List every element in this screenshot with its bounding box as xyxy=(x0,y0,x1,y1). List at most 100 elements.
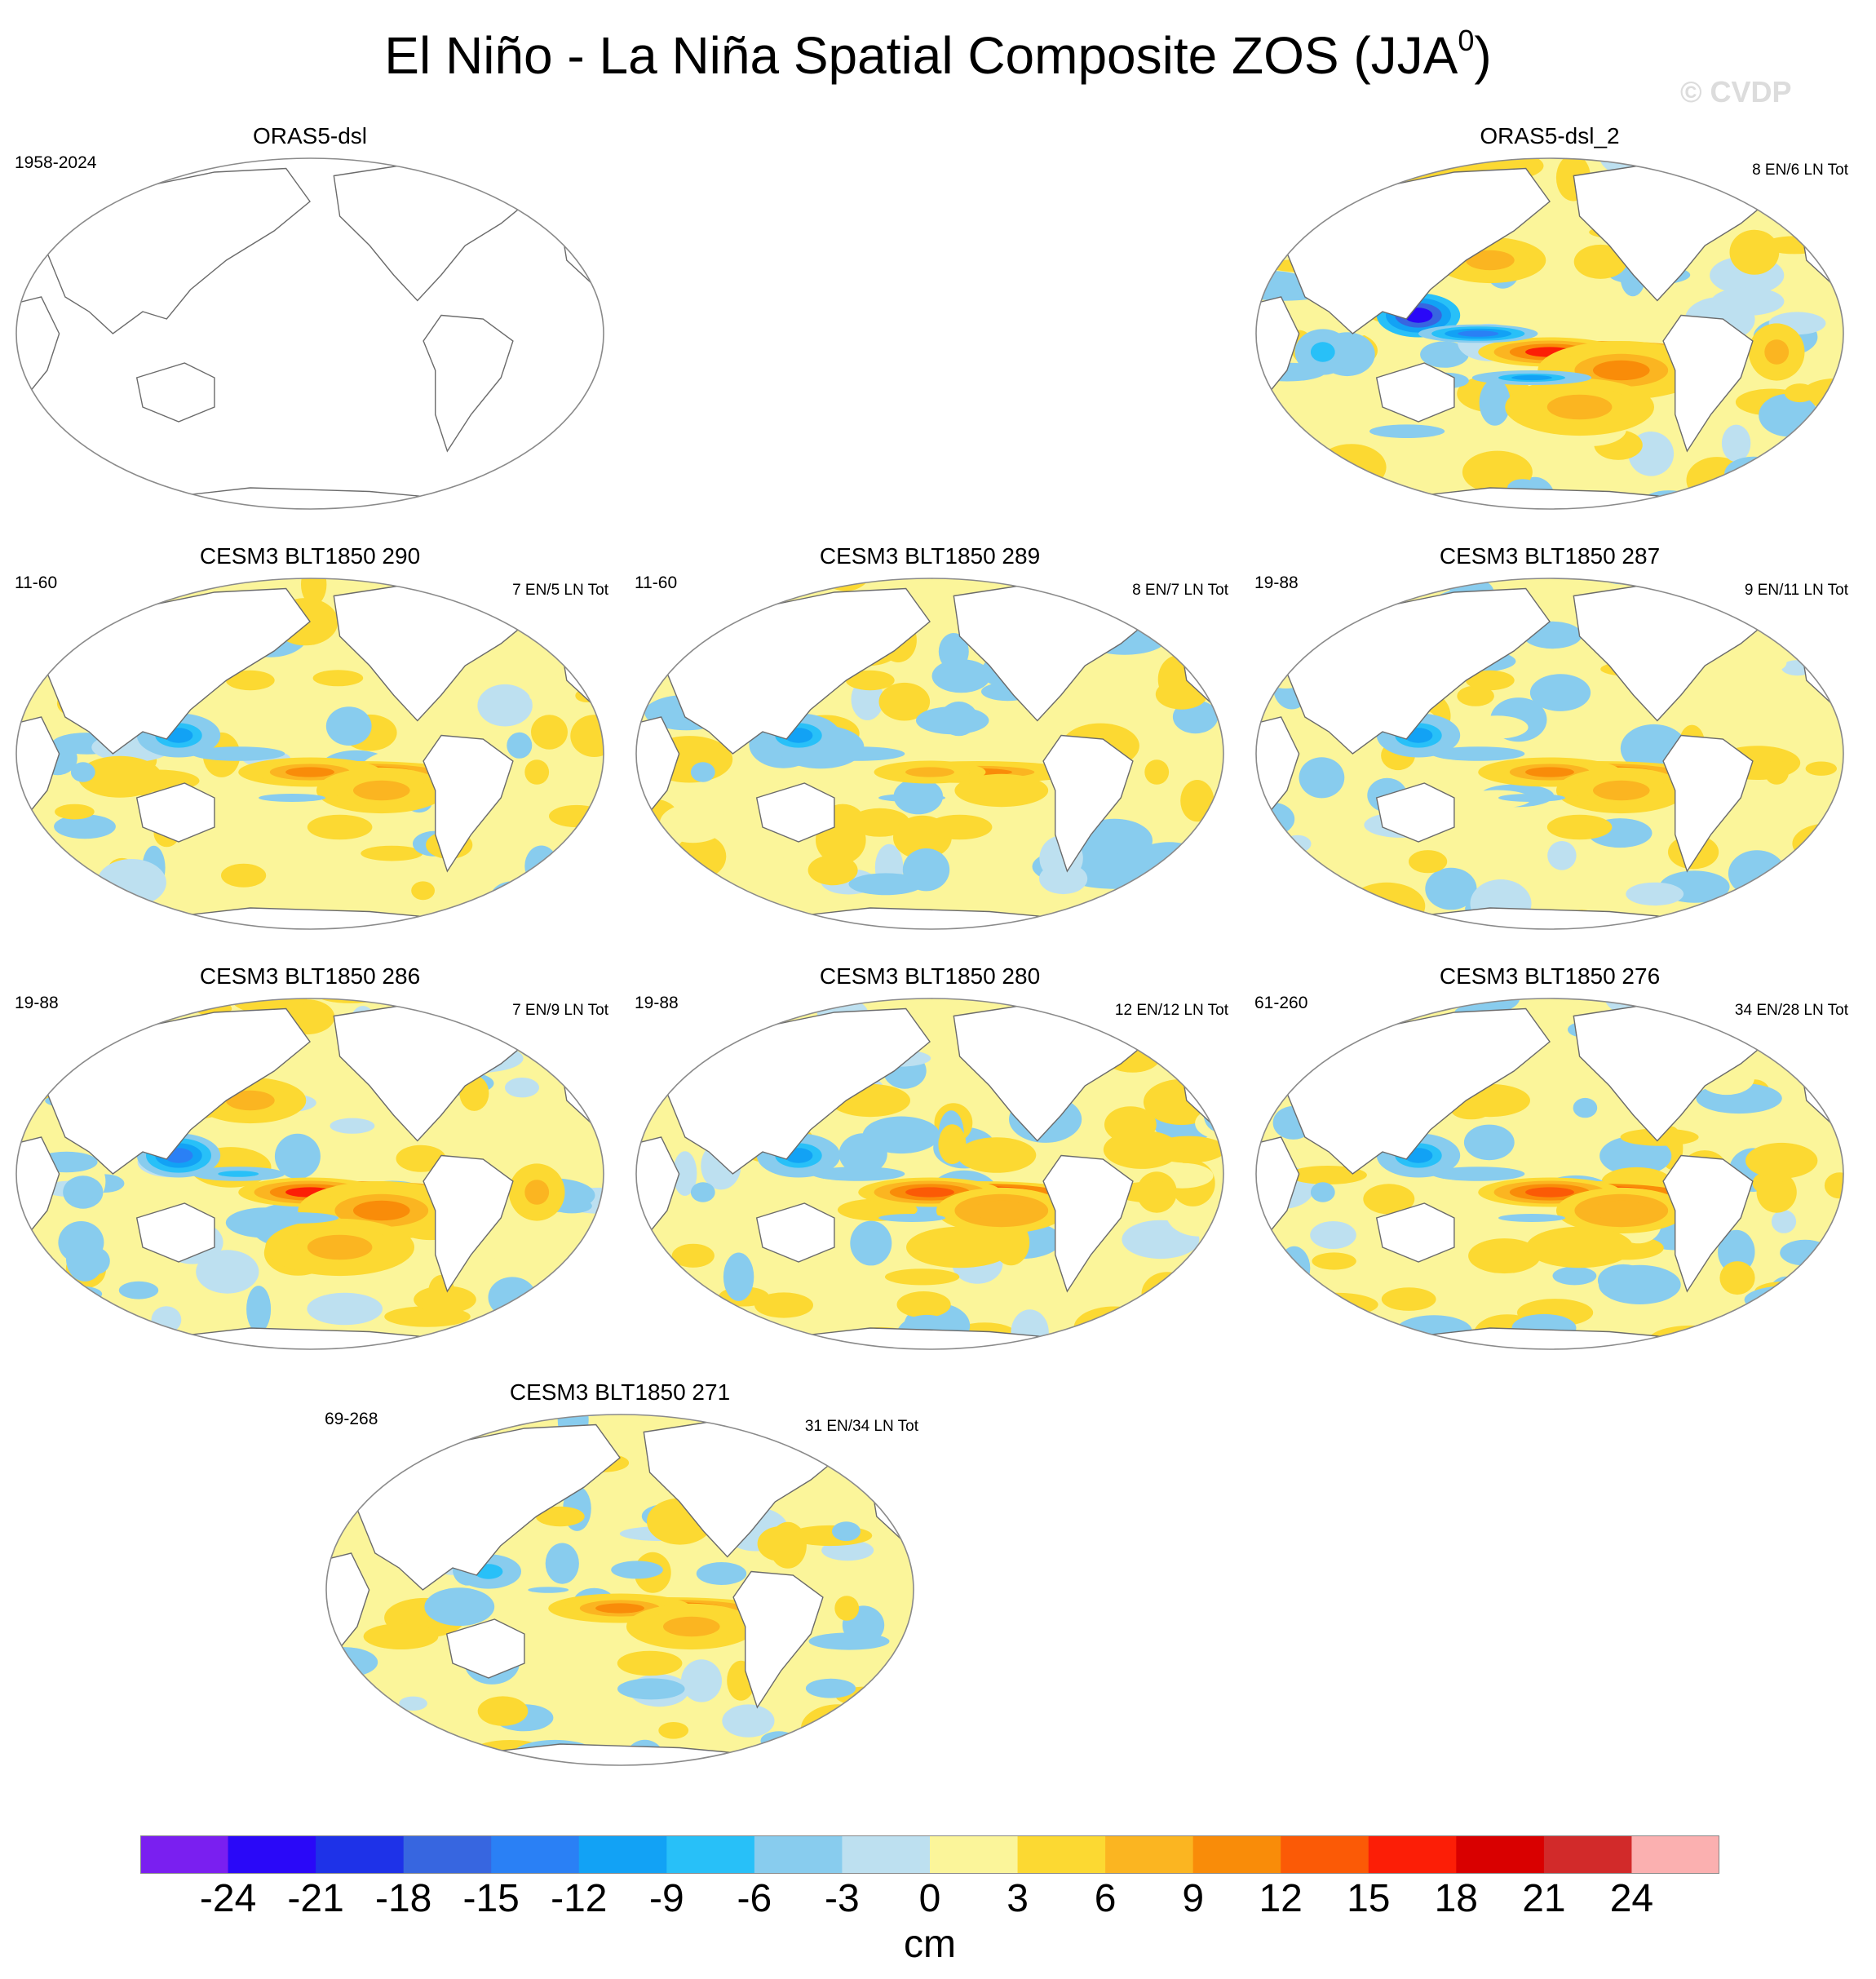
anomaly-patch xyxy=(1454,570,1528,578)
anomaly-patch xyxy=(1256,910,1295,929)
negative-anomaly xyxy=(1310,342,1335,362)
anomaly-patch xyxy=(780,851,812,885)
anomaly-patch xyxy=(957,1137,1037,1173)
anomaly-patch xyxy=(301,578,327,605)
anomaly-patch xyxy=(1180,1010,1223,1047)
anomaly-patch xyxy=(312,670,364,687)
negative-anomaly xyxy=(1511,795,1552,801)
landmass-africa xyxy=(636,716,680,814)
anomaly-patch xyxy=(1039,863,1088,895)
anomaly-patch xyxy=(1830,1248,1843,1280)
anomaly-patch xyxy=(549,804,604,828)
colorbar-tick-label: 3 xyxy=(1007,1877,1029,1920)
panel-events-label: 7 EN/9 LN Tot xyxy=(512,1002,608,1019)
map-outline xyxy=(15,157,604,510)
anomaly-patch xyxy=(246,1286,272,1333)
anomaly-patch xyxy=(1425,867,1477,910)
map-figure xyxy=(15,998,604,1350)
anomaly-patch xyxy=(1420,341,1469,368)
anomaly-patch xyxy=(1744,1286,1830,1314)
landmass-africa xyxy=(1256,716,1300,814)
anomaly-patch xyxy=(840,1722,914,1742)
anomaly-patch xyxy=(20,1291,95,1330)
positive-anomaly xyxy=(1764,1180,1790,1205)
anomaly-patch xyxy=(330,1118,375,1134)
positive-anomaly xyxy=(1764,339,1790,365)
anomaly-patch xyxy=(1369,424,1445,438)
colorbar-swatch xyxy=(842,1835,931,1873)
colorbar-swatch xyxy=(1281,1835,1369,1873)
positive-anomaly xyxy=(927,1234,993,1260)
positive-anomaly xyxy=(1593,1200,1650,1221)
anomaly-patch xyxy=(1780,1239,1830,1266)
map-outline xyxy=(1255,157,1844,510)
landmass-south-america xyxy=(423,734,514,873)
anomaly-patch xyxy=(1357,491,1388,506)
figure-title-superscript: 0 xyxy=(1458,24,1475,57)
anomaly-patch xyxy=(1552,1266,1597,1286)
anomaly-patch xyxy=(16,1057,49,1085)
map-field xyxy=(16,164,604,509)
positive-anomaly xyxy=(1144,759,1170,785)
anomaly-patch xyxy=(221,863,267,888)
anomaly-patch xyxy=(571,902,604,920)
landmass-australia xyxy=(1375,782,1455,843)
anomaly-patch xyxy=(1685,578,1758,587)
anomaly-patch xyxy=(617,1678,685,1700)
anomaly-patch xyxy=(16,903,50,929)
map-outline xyxy=(15,578,604,930)
anomaly-patch xyxy=(1457,685,1494,706)
colorbar-swatch xyxy=(1368,1835,1457,1873)
anomaly-patch xyxy=(1805,761,1837,776)
anomaly-patch xyxy=(54,814,116,839)
anomaly-patch xyxy=(151,1306,182,1334)
anomaly-patch xyxy=(477,1696,529,1726)
landmass-south-america xyxy=(423,1154,514,1293)
anomaly-patch xyxy=(513,640,583,675)
landmass-africa xyxy=(16,716,60,814)
anomaly-patch xyxy=(778,888,806,910)
anomaly-patch xyxy=(1302,1334,1349,1349)
colorbar-swatch xyxy=(754,1835,843,1873)
anomaly-patch xyxy=(1259,1304,1316,1331)
anomaly-patch xyxy=(1824,1172,1843,1199)
anomaly-patch xyxy=(1278,1246,1311,1291)
colorbar-unit-label: cm xyxy=(904,1923,956,1966)
anomaly-patch xyxy=(1464,998,1520,1013)
anomaly-patch xyxy=(1529,674,1591,711)
positive-anomaly xyxy=(905,1187,954,1198)
positive-anomaly xyxy=(1525,767,1574,777)
positive-anomaly xyxy=(535,1506,585,1527)
positive-anomaly xyxy=(353,780,410,801)
anomaly-patch xyxy=(559,1265,604,1291)
anomaly-patch xyxy=(307,1292,383,1326)
anomaly-patch xyxy=(1073,1306,1154,1349)
negative-anomaly xyxy=(892,795,932,801)
figure-title: El Niño - La Niña Spatial Composite ZOS … xyxy=(0,23,1876,88)
anomaly-patch xyxy=(938,633,969,671)
negative-anomaly xyxy=(272,795,312,801)
anomaly-patch xyxy=(247,706,272,731)
anomaly-patch xyxy=(1363,1184,1415,1215)
positive-anomaly xyxy=(845,1090,895,1111)
landmass-south-america xyxy=(1662,734,1754,873)
map-field xyxy=(16,578,604,929)
anomaly-patch xyxy=(1055,912,1103,929)
negative-anomaly xyxy=(528,1587,569,1593)
positive-anomaly xyxy=(927,814,993,840)
colorbar-tick-label: -12 xyxy=(551,1877,608,1920)
anomaly-patch xyxy=(196,1250,259,1294)
anomaly-patch xyxy=(1257,405,1345,433)
negative-anomaly xyxy=(218,750,259,757)
anomaly-patch xyxy=(760,1731,798,1751)
anomaly-patch xyxy=(241,1136,271,1150)
anomaly-patch xyxy=(489,881,536,915)
anomaly-patch xyxy=(807,855,858,886)
anomaly-patch xyxy=(1729,229,1780,275)
negative-anomaly xyxy=(838,750,879,757)
positive-anomaly xyxy=(353,1200,410,1221)
positive-anomaly xyxy=(1465,1090,1515,1111)
anomaly-patch xyxy=(754,1292,813,1318)
cvdp-watermark: © CVDP xyxy=(1680,75,1792,108)
positive-anomaly xyxy=(307,814,373,840)
